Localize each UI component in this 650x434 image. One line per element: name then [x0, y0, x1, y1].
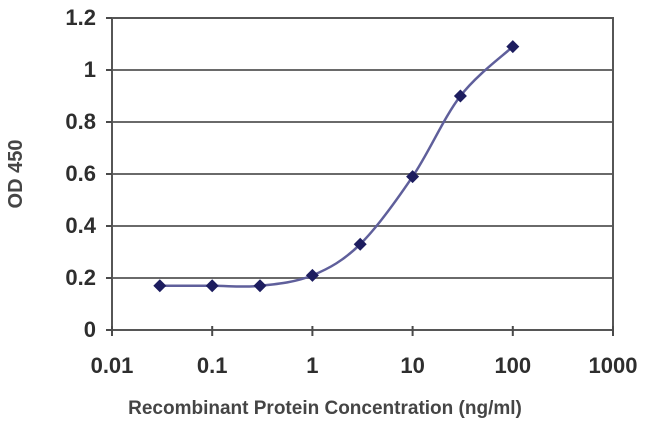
- data-series: [153, 40, 520, 293]
- data-point-marker: [253, 279, 267, 293]
- x-tick-labels: 0.01 0.1 1 10 100 1000: [91, 353, 638, 378]
- y-tick-label: 0.2: [65, 265, 96, 290]
- x-axis-title: Recombinant Protein Concentration (ng/ml…: [128, 398, 522, 419]
- x-tick-label: 1000: [589, 353, 638, 378]
- data-point-marker: [506, 40, 520, 54]
- data-point-marker: [353, 237, 367, 251]
- y-tick-label: 1.2: [65, 5, 96, 30]
- data-point-marker: [406, 170, 420, 184]
- y-tick-label: 0.4: [65, 213, 96, 238]
- data-point-marker: [153, 279, 167, 293]
- x-tick-label: 0.01: [91, 353, 134, 378]
- series-line: [158, 45, 515, 288]
- x-tick-label: 1: [306, 353, 318, 378]
- y-tick-label: 1: [84, 57, 96, 82]
- y-tick-label: 0.6: [65, 161, 96, 186]
- y-tick-label: 0.8: [65, 109, 96, 134]
- x-tick-label: 100: [494, 353, 531, 378]
- x-tick-label: 10: [400, 353, 424, 378]
- y-axis-title: OD 450: [5, 140, 27, 209]
- x-tick-label: 0.1: [197, 353, 228, 378]
- axis-ticks: [106, 17, 614, 336]
- data-point-marker: [205, 279, 219, 293]
- gridlines: [112, 69, 613, 279]
- data-point-marker: [305, 268, 319, 282]
- data-point-marker: [453, 89, 467, 103]
- y-tick-label: 0: [84, 317, 96, 342]
- y-tick-labels: 0 0.2 0.4 0.6 0.8 1 1.2: [65, 5, 96, 342]
